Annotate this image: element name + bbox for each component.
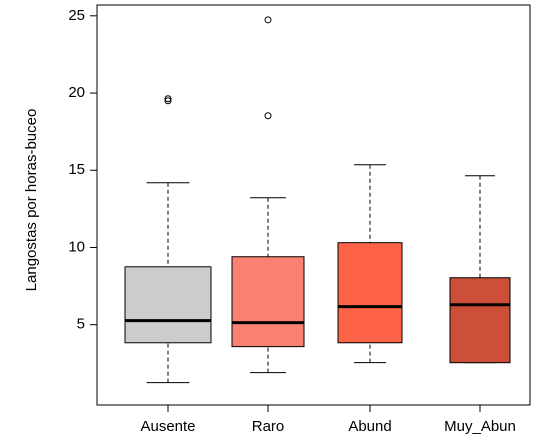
x-tick-label: Abund: [348, 418, 391, 435]
x-tick-label: Ausente: [140, 418, 195, 435]
y-tick-label: 15: [68, 161, 85, 178]
outlier: [264, 16, 272, 24]
y-axis-label: Langostas por horas-buceo: [23, 109, 40, 292]
outlier: [264, 112, 272, 120]
y-tick-label: 20: [68, 84, 85, 101]
outlier: [164, 97, 172, 105]
x-tick-label: Raro: [252, 418, 285, 435]
y-tick-label: 25: [68, 7, 85, 24]
outlier: [164, 95, 172, 103]
plot-frame: [96, 4, 531, 406]
box: [337, 242, 403, 344]
y-tick-label: 5: [77, 316, 85, 333]
x-tick-label: Muy_Abun: [444, 418, 516, 435]
box: [449, 277, 511, 364]
y-tick-label: 10: [68, 238, 85, 255]
box: [231, 256, 305, 348]
box: [124, 266, 212, 344]
